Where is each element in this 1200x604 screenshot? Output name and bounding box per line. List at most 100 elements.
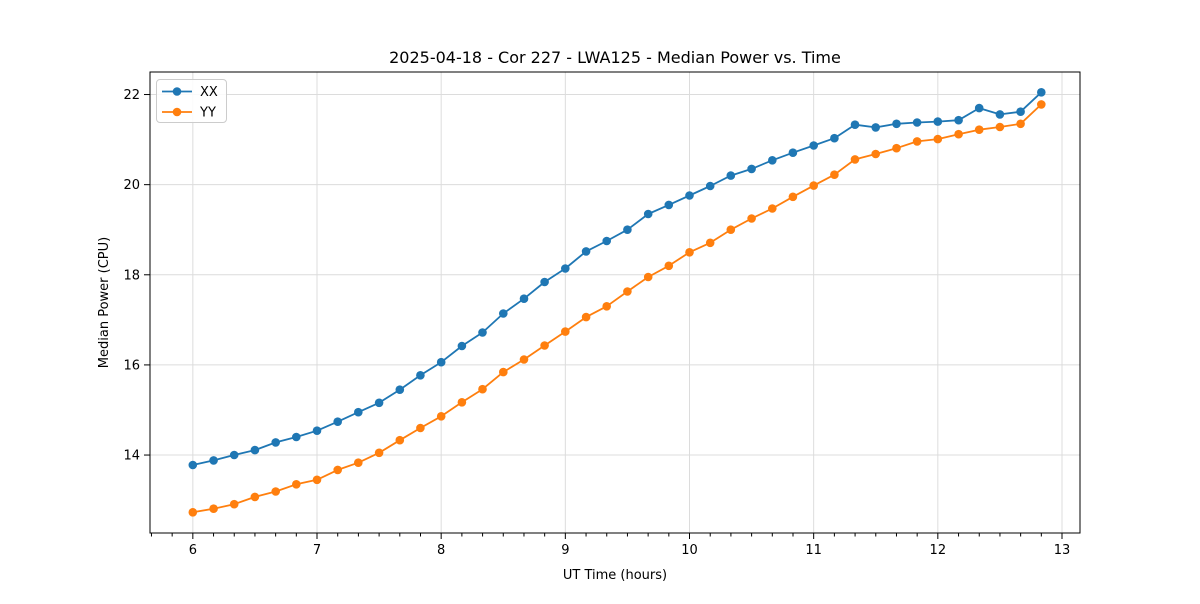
series-yy-marker xyxy=(685,248,694,257)
y-axis-tick-label: 20 xyxy=(123,178,140,193)
series-yy-marker xyxy=(830,170,839,179)
series-yy-marker xyxy=(581,312,591,322)
series-yy-marker xyxy=(788,192,798,202)
series-xx-marker xyxy=(788,148,798,157)
grid xyxy=(150,72,1080,533)
series-xx-marker xyxy=(933,117,943,126)
y-axis-label: Median Power (CPU) xyxy=(97,237,112,368)
series-xx-marker xyxy=(436,357,446,367)
series-yy-marker xyxy=(705,238,715,248)
series-xx-marker xyxy=(643,209,653,219)
series-xx-marker xyxy=(333,417,343,427)
series-xx-marker xyxy=(726,171,736,180)
series-xx-marker xyxy=(209,456,218,465)
series-xx-marker xyxy=(229,450,239,460)
series-xx-marker xyxy=(685,191,694,200)
series-yy-marker xyxy=(892,143,901,153)
series-xx-marker xyxy=(664,200,674,210)
series-xx-marker xyxy=(830,133,839,143)
series-yy-marker xyxy=(312,475,322,485)
series-xx-marker xyxy=(871,123,880,132)
series-yy-marker xyxy=(333,465,343,475)
series-yy-marker xyxy=(954,129,963,139)
x-axis-tick-label: 7 xyxy=(313,543,321,558)
series-xx-marker xyxy=(1037,88,1046,97)
series-xx-marker xyxy=(354,407,363,417)
legend-label: YY xyxy=(199,106,216,121)
series-yy-marker xyxy=(643,272,653,282)
series-yy-marker xyxy=(995,122,1005,132)
series-yy-marker xyxy=(271,487,281,496)
series-xx-markers xyxy=(188,88,1046,470)
series-yy-marker xyxy=(416,423,425,433)
series-yy-markers xyxy=(188,100,1046,517)
series-xx-marker xyxy=(188,460,198,470)
x-axis-tick-label: 12 xyxy=(930,543,947,558)
series-yy-marker xyxy=(623,287,632,296)
series-xx-marker xyxy=(954,115,963,125)
series-xx-marker xyxy=(974,103,984,113)
series-yy-marker xyxy=(933,134,943,144)
plot-border xyxy=(149,71,1081,534)
series-yy-marker xyxy=(354,458,363,468)
series-yy-marker xyxy=(229,499,239,509)
x-axis-tick-label: 11 xyxy=(805,543,822,558)
series-yy-marker xyxy=(1037,100,1046,109)
series-yy-marker xyxy=(540,341,549,350)
series-yy-marker xyxy=(188,508,198,517)
series-xx-marker xyxy=(747,164,756,174)
series-xx-marker xyxy=(809,141,818,150)
series-xx-marker xyxy=(912,118,922,127)
series-yy-marker xyxy=(292,480,301,489)
series-xx-marker xyxy=(292,432,301,442)
x-axis-tick-label: 9 xyxy=(561,543,569,558)
series-xx-marker xyxy=(395,385,405,395)
y-axis-tick-label: 22 xyxy=(123,88,140,103)
series-xx-marker xyxy=(416,371,425,380)
series-yy-marker xyxy=(664,261,674,271)
series-xx-marker xyxy=(499,309,508,318)
series-yy-marker xyxy=(209,504,218,513)
series-yy-marker xyxy=(602,302,611,311)
legend-sample-marker xyxy=(172,87,182,96)
series-xx-marker xyxy=(850,120,860,129)
series-xx-marker xyxy=(457,341,467,351)
series-yy-marker xyxy=(436,412,446,421)
series-yy-marker xyxy=(561,327,570,336)
x-axis-label: UT Time (hours) xyxy=(563,568,667,583)
series-yy-marker xyxy=(374,448,384,458)
series-yy-marker xyxy=(871,149,880,159)
series-xx-marker xyxy=(602,236,611,246)
series-yy-marker xyxy=(457,398,467,407)
y-axis-tick-label: 18 xyxy=(123,268,140,283)
y-axis-tick-label: 14 xyxy=(123,449,140,464)
series-xx-marker xyxy=(374,398,384,408)
x-axis-tick-label: 13 xyxy=(1054,543,1071,558)
x-axis-tick-label: 6 xyxy=(189,543,197,558)
series-xx-marker xyxy=(478,328,487,337)
series-xx-marker xyxy=(768,156,777,165)
series-xx-marker xyxy=(519,294,529,304)
chart-title: 2025-04-18 - Cor 227 - LWA125 - Median P… xyxy=(389,48,841,67)
series-xx-marker xyxy=(705,181,715,191)
series-xx-marker xyxy=(271,438,281,447)
series-yy-marker xyxy=(850,155,860,164)
series-yy-marker xyxy=(519,355,529,364)
series-xx-marker xyxy=(312,426,322,436)
series-yy-marker xyxy=(250,492,260,502)
series-yy-marker xyxy=(478,384,487,394)
series-yy-marker xyxy=(1016,119,1025,129)
series-xx-marker xyxy=(561,264,570,273)
series-xx-marker xyxy=(892,119,901,129)
series-xx-marker xyxy=(540,277,549,287)
series-yy-marker xyxy=(499,367,508,377)
series-xx-marker xyxy=(1016,107,1025,116)
series-yy-marker xyxy=(747,214,756,223)
x-axis-tick-label: 8 xyxy=(437,543,445,558)
series-yy-marker xyxy=(726,225,736,234)
legend-label: XX xyxy=(200,85,218,100)
series-yy-marker xyxy=(974,125,984,134)
series-xx-marker xyxy=(250,445,260,455)
